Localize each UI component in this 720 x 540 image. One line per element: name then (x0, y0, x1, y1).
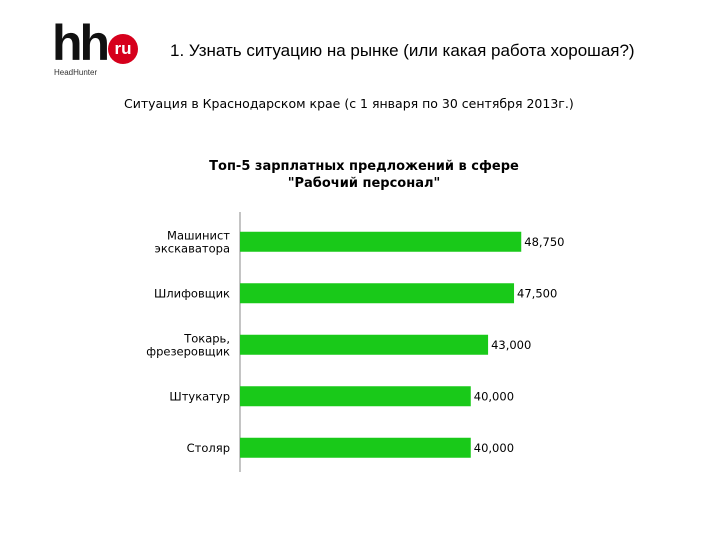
bar-4 (240, 386, 471, 407)
data-label-1: 48,750 (524, 235, 564, 249)
bar-3 (240, 334, 489, 355)
headhunter-logo: hh ru HeadHunter (52, 18, 142, 80)
category-label-3-1: Токарь, (183, 331, 230, 345)
slide-subtitle: Ситуация в Краснодарском крае (с 1 январ… (124, 96, 574, 111)
category-label-3-2: фрезеровщик (146, 344, 230, 358)
chart-title-line-1: Топ-5 зарплатных предложений в сфере (209, 159, 519, 174)
logo-hh-text: hh (52, 15, 110, 71)
category-label-1-2: экскаватора (155, 241, 230, 255)
logo-ru-badge: ru (108, 34, 138, 64)
logo-subtitle: HeadHunter (54, 68, 98, 77)
slide-title: 1. Узнать ситуацию на рынке (или какая р… (170, 41, 635, 60)
bar-5 (240, 437, 471, 458)
bar-1 (240, 231, 522, 252)
chart-title-line-2: "Рабочий персонал" (288, 176, 441, 191)
data-label-2: 47,500 (517, 286, 557, 300)
data-label-5: 40,000 (474, 441, 514, 455)
data-label-4: 40,000 (474, 389, 514, 403)
bar-2 (240, 283, 515, 304)
category-label-5-1: Столяр (187, 441, 230, 455)
category-label-1-1: Машинист (167, 228, 230, 242)
data-label-3: 43,000 (491, 338, 531, 352)
category-label-4-1: Штукатур (169, 389, 230, 403)
category-label-2-1: Шлифовщик (154, 286, 230, 300)
